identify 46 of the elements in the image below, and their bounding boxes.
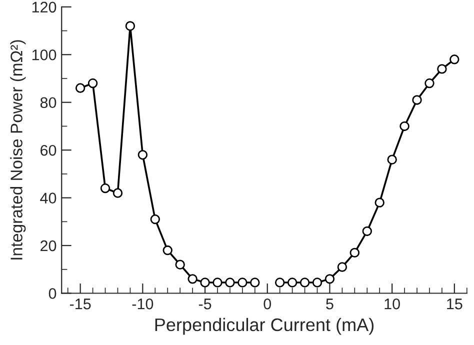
point	[88, 78, 98, 88]
point	[350, 248, 360, 258]
point	[274, 278, 285, 288]
point	[250, 278, 260, 288]
point	[337, 262, 348, 272]
y-tick-label: 40	[40, 192, 56, 204]
point	[362, 226, 372, 236]
point	[112, 188, 123, 198]
point	[212, 278, 222, 288]
point	[374, 198, 384, 208]
x-tick-label: -10	[132, 298, 154, 310]
point	[300, 278, 310, 288]
point	[125, 21, 136, 31]
y-tick-label: 0	[48, 288, 56, 299]
y-axis-title: Integrated Noise Power (mΩ²)	[10, 40, 26, 260]
x-tick-label: 5	[326, 298, 334, 310]
point	[424, 78, 434, 88]
point	[75, 83, 86, 93]
x-tick-label: 0	[264, 298, 272, 310]
point	[238, 278, 248, 288]
x-tick-label: 10	[384, 298, 400, 310]
point	[412, 95, 422, 105]
point	[312, 278, 322, 288]
point	[162, 245, 172, 256]
point	[387, 154, 397, 164]
point	[225, 278, 235, 288]
x-axis-title: Perpendicular Current (mA)	[155, 318, 374, 335]
point	[138, 150, 148, 160]
x-tick-label: -5	[198, 298, 212, 310]
point	[287, 278, 298, 288]
point	[437, 64, 447, 74]
y-tick-label: 100	[32, 49, 56, 60]
x-tick-label: -15	[70, 298, 91, 310]
point	[200, 278, 210, 288]
point	[175, 260, 185, 270]
y-tick-label: 120	[32, 2, 56, 13]
y-tick-label: 80	[40, 97, 56, 108]
point	[450, 54, 460, 64]
x-tick-label: 15	[447, 298, 462, 310]
point	[400, 121, 410, 132]
point	[188, 274, 198, 284]
point	[100, 183, 110, 194]
point	[150, 214, 160, 224]
y-tick-label: 20	[40, 240, 56, 252]
y-tick-label: 60	[40, 144, 56, 156]
point	[324, 274, 335, 284]
